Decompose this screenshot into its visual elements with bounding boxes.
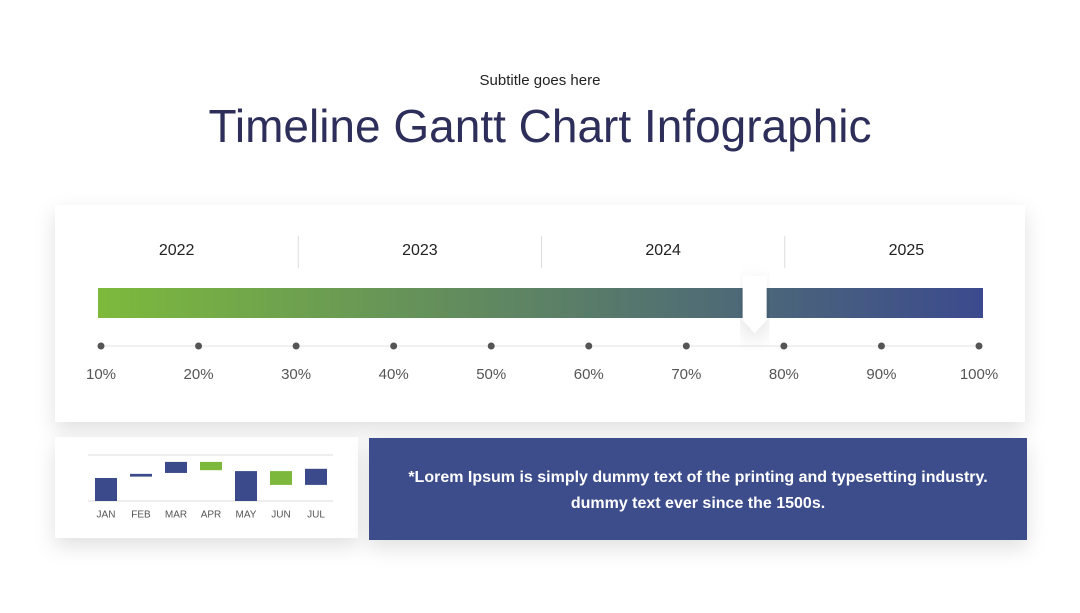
month-label: MAY [236,510,257,521]
title: Timeline Gantt Chart Infographic [208,100,871,152]
tick-dot [975,342,983,350]
subtitle: Subtitle goes here [480,72,601,89]
tick-dot [292,342,300,350]
timeline: 2022 2023 2024 2025 10% 20% 30% 40% 50% 60% 70% 80%… [86,236,998,383]
bar [235,471,257,501]
bar [200,461,222,471]
progress-bar [98,288,983,318]
bar [165,461,187,473]
month-label: FEB [131,510,151,521]
bar [95,478,117,501]
progress-marker [742,276,767,333]
note-line: dummy text ever since the 1500s. [571,495,825,512]
note-box [369,438,1027,540]
year-label: 2023 [402,242,438,259]
tick-label: 50% [476,366,506,383]
year-label: 2022 [159,242,195,259]
year-label: 2025 [889,242,925,259]
tick-dot [780,342,788,350]
month-label: APR [201,510,222,521]
tick-dot [195,342,203,350]
tick-label: 10% [86,366,116,383]
tick-dot [390,342,398,350]
month-label: JUL [307,510,325,521]
note-line: *Lorem Ipsum is simply dummy text of the… [408,469,987,486]
tick-dot [487,342,495,350]
month-label: MAR [165,510,187,521]
month-label: JUN [271,510,290,521]
tick-label: 40% [379,366,409,383]
tick-label: 80% [769,366,799,383]
year-label: 2024 [645,242,681,259]
tick-label: 30% [281,366,311,383]
bar [270,471,292,485]
tick-label: 60% [574,366,604,383]
tick-dot [682,342,690,350]
tick-dot [877,342,885,350]
bar [305,468,327,485]
tick-dot [585,342,593,350]
tick-label: 70% [671,366,701,383]
tick-label: 90% [866,366,896,383]
bar [130,473,152,477]
tick-label: 20% [184,366,214,383]
tick-dot [97,342,105,350]
mini-chart: JAN FEB MAR APR MAY JUN JUL [88,454,333,521]
month-label: JAN [97,510,116,521]
tick-label: 100% [960,366,998,383]
